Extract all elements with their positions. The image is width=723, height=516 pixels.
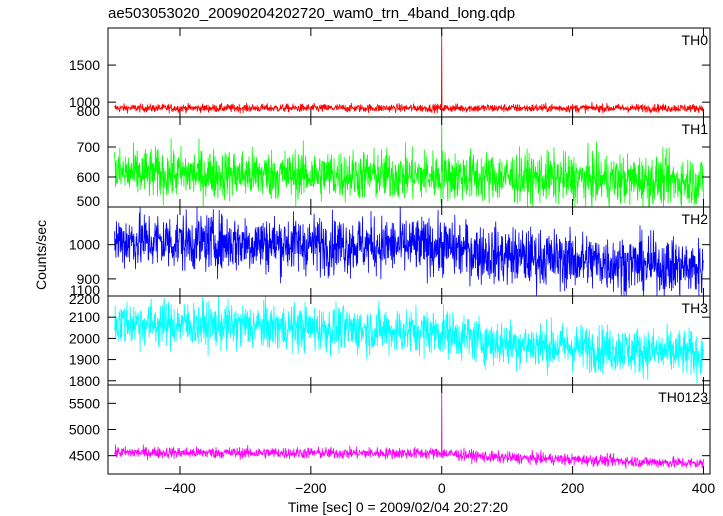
y-tick-label: 1800 [69,373,100,389]
y-tick-label: 2200 [69,291,100,307]
panel-label-th0: TH0 [682,32,709,48]
y-tick-label: 1900 [69,352,100,368]
panel-label-th0123: TH0123 [658,389,708,405]
panel-label-th2: TH2 [682,211,709,227]
series-line-th0123 [114,384,704,469]
y-tick-label: 500 [77,193,101,209]
y-tick-label: 2000 [69,330,100,346]
series-line-th0 [114,27,704,114]
panel-th0123: 4500 5000 5500 TH0123 [69,384,711,475]
y-tick-label: 1500 [69,57,100,73]
x-axis: −400 −200 0 200 400 [164,480,715,496]
panel-frame [107,27,711,118]
series-line-th1 [114,116,704,208]
panel-th1: 600 700 500 TH1 [77,116,711,209]
y-tick-label: 1000 [69,237,100,253]
y-tick-label: 900 [77,271,101,287]
x-tick-label: 200 [561,480,585,496]
x-tick-label: −400 [164,480,196,496]
x-tick-label: 400 [692,480,716,496]
series-line-th3 [114,295,704,384]
figure-title: ae503053020_20090204202720_wam0_trn_4ban… [108,5,515,22]
y-tick-label: 5000 [69,422,100,438]
panel-label-th1: TH1 [682,121,709,137]
y-tick-label: 1100 [70,282,100,298]
panel-th2: 900 1000 1100 TH2 [69,206,711,298]
y-tick-label: 4500 [69,448,100,464]
y-tick-label: 700 [77,139,101,155]
y-tick-label: 1000 [69,94,100,110]
y-tick-label: 5500 [69,395,100,411]
x-axis-label: Time [sec] 0 = 2009/02/04 20:27:20 [288,499,508,515]
y-tick-label: 800 [77,103,101,119]
y-axis-label: Counts/sec [33,220,49,290]
panels-group: 1000 1500 800 TH0 600 700 500 TH1 900 1000 1100 TH2… [69,27,711,475]
panel-th0: 1000 1500 800 TH0 [69,27,711,119]
series-line-th2 [114,206,704,297]
y-tick-label: 2100 [69,309,100,325]
panel-th3: 1800 1900 2000 2100 2200 TH3 [69,291,711,389]
panel-label-th3: TH3 [682,300,709,316]
x-tick-label: 0 [438,480,446,496]
y-tick-label: 600 [77,169,101,185]
x-tick-label: −200 [295,480,327,496]
